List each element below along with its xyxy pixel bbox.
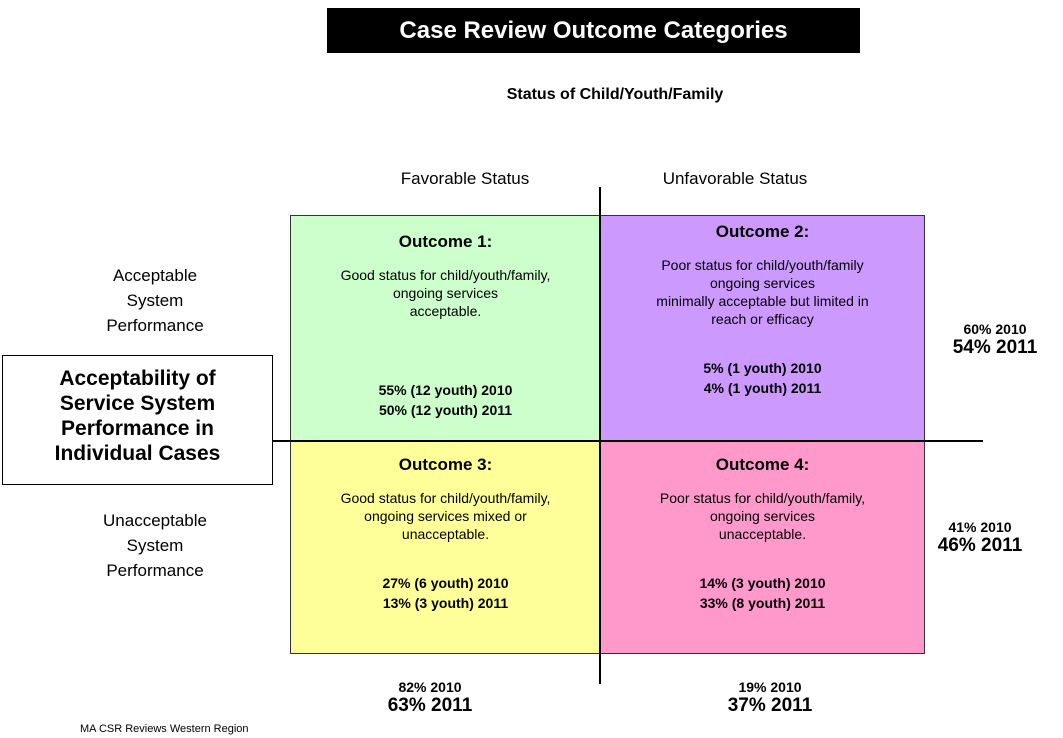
description-line: Good status for child/youth/family, (340, 267, 551, 283)
quadrant: Outcome 3: Good status for child/youth/fa… (290, 440, 601, 654)
description-line: ongoing services (709, 508, 816, 524)
quadrant-stats: 55% (12 youth) 2010 50% (12 youth) 2011 (291, 380, 600, 420)
quadrant-title: Outcome 1: (398, 232, 493, 251)
horizontal-axis-line (270, 440, 983, 442)
description-line: ongoing services mixed or (364, 508, 527, 524)
description-line: Good status for child/youth/family, (340, 490, 551, 506)
description-line: reach or efficacy (711, 311, 814, 327)
quadrant-description: Poor status for child/youth/family, ongoi… (601, 489, 924, 543)
quadrant: Outcome 2: Poor status for child/youth/fa… (600, 215, 925, 441)
stat-line: 5% (1 youth) 2010 (703, 360, 822, 376)
stat-line: 50% (12 youth) 2011 (378, 402, 513, 418)
description-line: Poor status for child/youth/family (661, 257, 864, 273)
description-line: Poor status for child/youth/family, (659, 490, 866, 506)
quadrant: Outcome 1: Good status for child/youth/fa… (290, 215, 601, 441)
quadrant-stats: 5% (1 youth) 2010 4% (1 youth) 2011 (601, 358, 924, 398)
description-line: acceptable. (409, 303, 482, 319)
description-line: ongoing services (709, 275, 816, 291)
axis-label-box: Acceptability of Service System Performanc… (2, 355, 273, 485)
vertical-axis-line (599, 187, 601, 684)
quadrant-stats: 14% (3 youth) 2010 33% (8 youth) 2011 (601, 573, 924, 613)
stat-line: 13% (3 youth) 2011 (382, 595, 509, 611)
quadrant-description: Good status for child/youth/family, ongoi… (291, 489, 600, 543)
description-line: unacceptable. (718, 526, 807, 542)
quadrant-description: Good status for child/youth/family, ongoi… (291, 266, 600, 320)
description-line: minimally acceptable but limited in (656, 293, 869, 309)
quadrant-title: Outcome 3: (398, 455, 493, 474)
row-total: 41% 2010 46% 2011 (937, 519, 1023, 556)
stat-line: 14% (3 youth) 2010 (699, 575, 826, 591)
footer: MA CSR Reviews Western Region (80, 723, 249, 735)
row-header: Acceptable System Performance (106, 266, 204, 335)
quadrant-title: Outcome 2: (715, 222, 810, 241)
column-header: Favorable Status (400, 169, 530, 188)
quadrant-title: Outcome 4: (715, 455, 810, 474)
subtitle: Status of Child/Youth/Family (506, 86, 724, 103)
column-header: Unfavorable Status (662, 169, 808, 188)
column-total: 19% 2010 37% 2011 (727, 679, 813, 716)
stat-line: 4% (1 youth) 2011 (703, 380, 822, 396)
title: Case Review Outcome Categories (327, 8, 860, 53)
stat-line: 55% (12 youth) 2010 (378, 382, 513, 398)
column-total: 82% 2010 63% 2011 (387, 679, 473, 716)
stat-line: 27% (6 youth) 2010 (382, 575, 509, 591)
stat-line: 33% (8 youth) 2011 (699, 595, 826, 611)
description-line: unacceptable. (401, 526, 490, 542)
quadrant-description: Poor status for child/youth/family ongoin… (601, 256, 924, 328)
description-line: ongoing services (392, 285, 499, 301)
row-header: Unacceptable System Performance (103, 511, 207, 580)
quadrant: Outcome 4: Poor status for child/youth/fa… (600, 440, 925, 654)
row-total: 60% 2010 54% 2011 (952, 321, 1038, 358)
quadrant-stats: 27% (6 youth) 2010 13% (3 youth) 2011 (291, 573, 600, 613)
